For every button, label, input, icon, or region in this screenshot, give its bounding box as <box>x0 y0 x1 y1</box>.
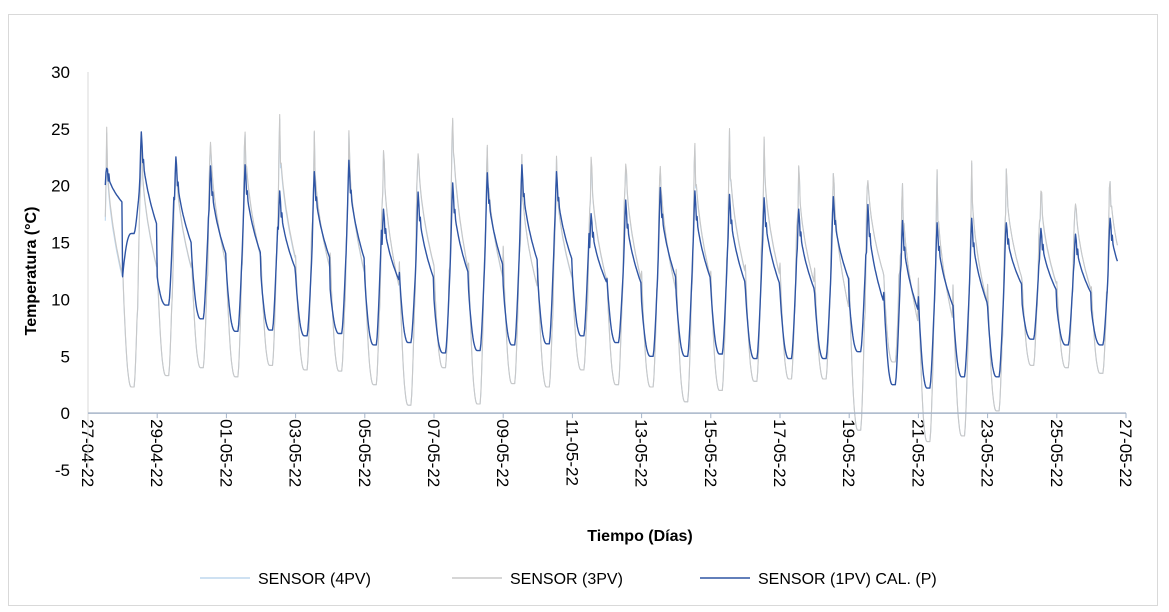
x-tick-label: 01-05-22 <box>216 419 235 487</box>
x-tick-label: 19-05-22 <box>839 419 858 487</box>
legend-item-1: SENSOR (4PV) <box>200 571 371 588</box>
y-tick-label: 10 <box>51 290 70 309</box>
y-tick-label: 15 <box>51 234 70 253</box>
x-tick-label: 07-05-22 <box>424 419 443 487</box>
y-axis-ticks: -5 0 5 10 15 20 25 30 <box>51 63 70 480</box>
x-tick-label: 11-05-22 <box>562 419 581 486</box>
legend-label: SENSOR (1PV) CAL. (P) <box>758 571 937 588</box>
x-tick-label: 27-05-22 <box>1116 419 1135 487</box>
series-layer <box>104 113 1119 443</box>
legend-item-3: SENSOR (1PV) CAL. (P) <box>700 571 937 588</box>
x-tick-label: 13-05-22 <box>632 419 651 487</box>
series-line-2 <box>104 113 1118 443</box>
y-tick-label: 5 <box>61 347 70 366</box>
x-tick-label: 09-05-22 <box>493 419 512 487</box>
y-tick-label: 30 <box>51 63 70 82</box>
legend: SENSOR (4PV) SENSOR (3PV) SENSOR (1PV) CAL… <box>200 571 937 588</box>
x-tick-label: 15-05-22 <box>701 419 720 487</box>
x-tick-label: 17-05-22 <box>770 419 789 487</box>
chart-frame <box>8 14 1158 606</box>
x-tick-label: 23-05-22 <box>978 419 997 487</box>
legend-item-2: SENSOR (3PV) <box>452 571 623 588</box>
y-tick-label: -5 <box>55 461 70 480</box>
series-line-1 <box>104 118 1118 443</box>
x-tick-label: 05-05-22 <box>355 419 374 487</box>
x-tick-label: 29-04-22 <box>147 419 166 487</box>
series-line-3 <box>104 131 1119 389</box>
y-axis-title: Temperatura (°C) <box>23 207 40 336</box>
x-tick-label: 03-05-22 <box>286 419 305 487</box>
x-tick-label: 25-05-22 <box>1047 419 1066 487</box>
legend-label: SENSOR (3PV) <box>510 571 623 588</box>
x-axis-title: Tiempo (Días) <box>587 528 693 545</box>
y-tick-label: 20 <box>51 177 70 196</box>
y-tick-label: 0 <box>61 404 70 423</box>
y-tick-label: 25 <box>51 120 70 139</box>
x-axis-ticks: 27-04-22 29-04-22 01-05-22 03-05-22 05-05-22… <box>78 413 1135 487</box>
legend-label: SENSOR (4PV) <box>258 571 371 588</box>
x-tick-label: 21-05-22 <box>908 419 927 487</box>
